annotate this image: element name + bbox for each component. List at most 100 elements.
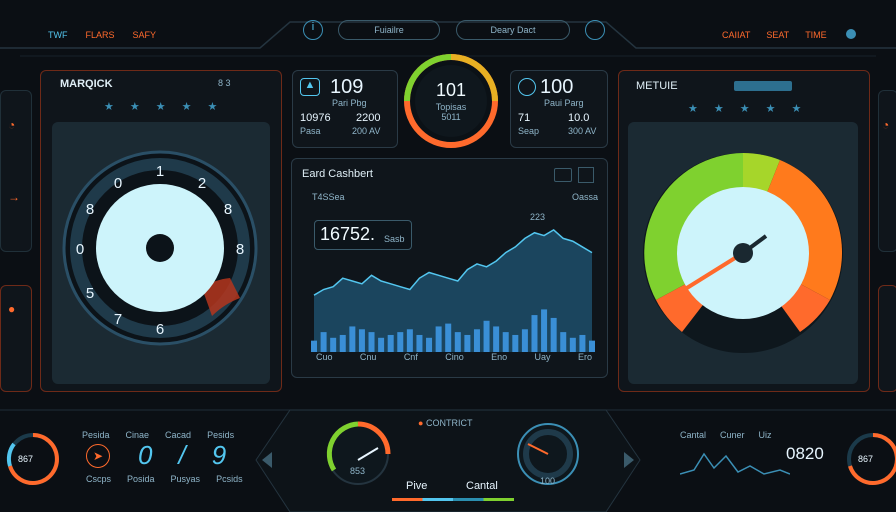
tab-twf[interactable]: TWF [48,30,68,40]
bottom-label: Cinae [125,430,150,440]
chart-area-fill [314,229,592,352]
chart-x-label: Uay [534,352,551,362]
bottom-mini-right-value: 100 [540,476,556,486]
chart-peak-label: 223 [530,212,546,222]
bottom-label-row1: Pesida Cinae Cacad Pesids [82,430,234,440]
bottom-right-gauge [847,433,896,485]
top-left-tabs: TWF FLARS SAFY [48,30,156,40]
chart-bar [435,326,442,352]
bottom-label: Posida [127,474,155,484]
bottom-label: Pusyas [170,474,201,484]
chart-legend-right: Oassa [572,192,599,202]
chart-bar [550,317,557,352]
bottom-big-number: 0 [138,440,153,470]
tab-seat[interactable]: SEAT [766,30,790,40]
tab-flars[interactable]: FLARS [85,30,115,40]
chart-x-label: Ero [577,352,592,362]
chart-bar [349,326,356,352]
warning-icon: ▲ [300,78,320,96]
bottom-right-label: Cantal [680,430,707,440]
bottom-label: Cscps [86,474,112,484]
left-edge-icon-2[interactable]: → [8,190,20,204]
chart-x-labels: Cuo Cnu Cnf Cino Eno Uay Ero [316,352,592,362]
right-panel-progress [734,81,792,91]
chart-bar [445,323,452,352]
chart-bar [521,329,528,352]
bottom-left-gauge-value: 867 [18,454,34,464]
stat-right-unit: Paui Parg [544,98,584,108]
bottom-right-sparkline [680,452,790,475]
center-ring-sub: 5011 [441,112,461,122]
bottom-label: Pesids [207,430,235,440]
user-icon[interactable] [846,29,856,39]
center-ring-value: 101 [435,80,467,100]
right-edge-panel [878,90,896,252]
bottom-center-title-text: CONTRICT [425,418,473,428]
right-edge-icon[interactable]: ◔ [882,118,890,132]
dial-label-0: 0 [114,175,122,192]
stat-left-value: 109 [330,76,364,98]
chart-bar [464,334,471,352]
bottom-center-title: ● CONTRICT [418,418,472,428]
bottom-label: Pesida [82,430,110,440]
tab-safy[interactable]: SAFY [132,30,157,40]
chart-bar [493,326,500,352]
dial-label-3: 8 [224,201,232,218]
left-edge-icon-1[interactable]: ◔ [8,118,16,132]
chart-bar [406,329,413,352]
bottom-pive[interactable]: Pive [406,480,428,492]
right-star-row: ★★★★★ [688,103,818,115]
stat-left-unit: Pari Pbg [332,98,367,108]
chart-bar [426,337,433,352]
clock-icon[interactable] [585,20,605,40]
right-edge-panel-lower [878,285,896,392]
bottom-right-gauge-value: 867 [858,454,874,464]
chart-callout [314,220,412,250]
info-icon[interactable]: i [303,20,323,40]
chart-x-label: Cuo [316,352,333,362]
stat-right-a: 71 [518,112,531,124]
bottom-mini-left-value: 853 [350,466,366,476]
left-panel-title: MARQICK [60,78,113,90]
chart-bar [531,315,538,352]
bottom-cantal[interactable]: Cantal [466,480,498,492]
chart-bar [320,332,327,352]
chart-bar [502,332,509,352]
chart-bar [397,332,404,352]
center-tab[interactable]: Fuiailre [338,20,440,40]
chart-x-label: Cnu [359,352,377,362]
right-panel-title: METUIE [636,80,678,92]
chart-menu-icon[interactable] [554,168,572,182]
left-edge-panel-lower [0,285,32,392]
left-edge-icon-3[interactable]: ● [8,302,16,316]
chart-callout-unit: Sasb [384,234,405,244]
chart-callout-value: 16752. [320,224,376,244]
dial-label-1: 1 [156,163,164,180]
bottom-big-numbers: 0 / 9 [138,440,226,471]
chart-bar [358,329,365,352]
chart-area-line [313,228,593,296]
dial-label-6: 7 [114,311,122,328]
chart-bar [330,337,337,352]
dial-label-5: 6 [156,321,164,338]
tab-caiiat[interactable]: CAIIAT [722,30,751,40]
left-dial-labels: 1 2 8 8 0 8 0 5 7 6 [76,163,244,338]
bottom-right-label: Uiz [758,430,772,440]
center-right-tab[interactable]: Deary Dact [456,20,570,40]
chart-bar [387,334,394,352]
chart-bar [483,320,490,352]
chart-x-label: Cino [445,352,464,362]
chart-bar [569,337,576,352]
chart-area [311,228,595,352]
stat-left-b-label: 200 AV [352,126,381,136]
chart-grid-icon[interactable] [578,167,594,183]
chart-bar [339,334,346,352]
stat-right-b-label: 300 AV [568,126,597,136]
center-ring [404,54,498,148]
bottom-arrow-icon[interactable]: ➤ [86,444,110,468]
chart-bar [579,334,586,352]
chart-bar [512,334,519,352]
tab-time[interactable]: TIME [805,30,827,40]
chart-bar [368,332,375,352]
bottom-color-strip [392,498,514,501]
